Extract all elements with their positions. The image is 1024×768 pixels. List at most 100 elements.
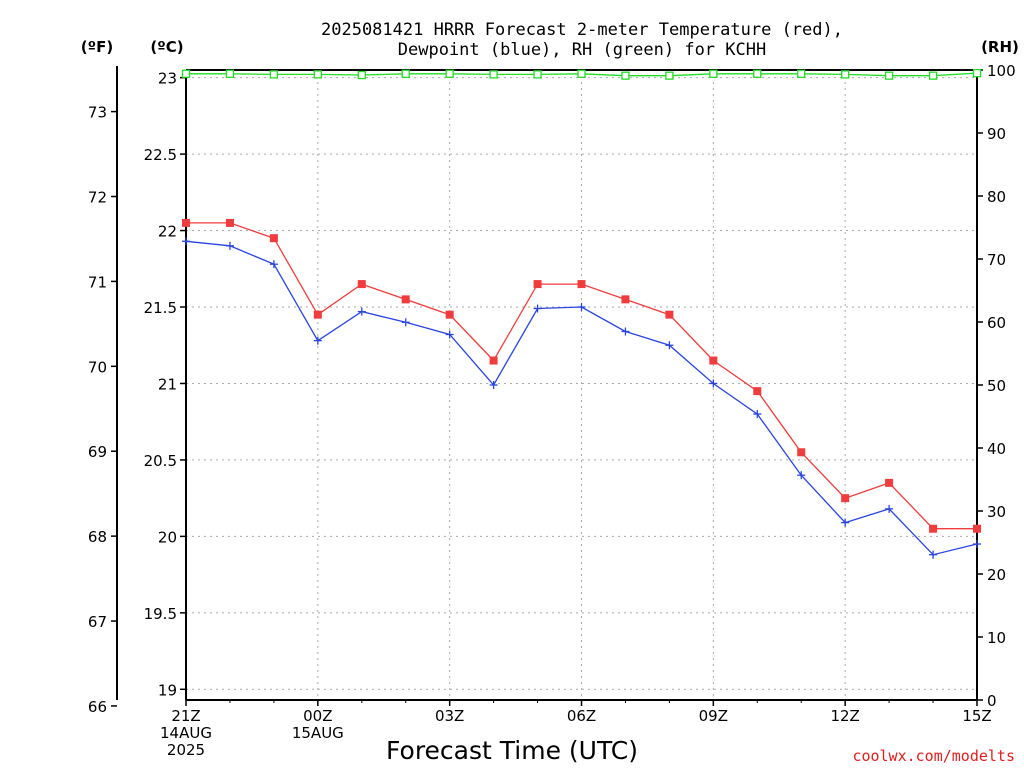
- chart-title-line2: Dewpoint (blue), RH (green) for KCHH: [398, 40, 766, 60]
- temperature-point: [621, 295, 630, 304]
- dewpoint-point: [709, 379, 718, 388]
- temperature-point: [533, 280, 542, 289]
- dewpoint-point: [489, 381, 498, 389]
- rh-tick-label: 60: [987, 314, 1006, 332]
- celsius-tick-label: 21: [158, 375, 177, 393]
- rh-point: [269, 70, 279, 79]
- fahrenheit-unit-label: (ºF): [81, 38, 113, 56]
- dewpoint-point: [182, 237, 190, 246]
- rh-point: [928, 71, 938, 80]
- dewpoint-point: [533, 304, 542, 313]
- dewpoint-point: [225, 241, 234, 250]
- rh-tick-label: 70: [987, 251, 1006, 269]
- dewpoint-point: [357, 307, 366, 316]
- rh-point: [797, 69, 806, 78]
- dewpoint-point: [797, 471, 806, 480]
- x-tick-label: 15Z: [962, 707, 991, 725]
- x-tick-label: 14AUG: [160, 724, 212, 742]
- rh-tick-label: 30: [987, 503, 1006, 521]
- rh-tick-label: 40: [987, 440, 1006, 458]
- fahrenheit-tick-label: 69: [88, 443, 107, 461]
- rh-point: [841, 70, 850, 79]
- dewpoint-point: [841, 518, 850, 527]
- temperature-point: [357, 280, 366, 289]
- celsius-tick-label: 20: [158, 528, 177, 546]
- dewpoint-point: [665, 341, 674, 350]
- temperature-point: [885, 478, 894, 487]
- dewpoint-point: [973, 540, 981, 549]
- temperature-point: [445, 310, 454, 319]
- rh-point: [533, 70, 542, 79]
- dewpoint-point: [929, 550, 938, 559]
- dewpoint-point: [401, 318, 410, 327]
- temperature-point: [401, 295, 410, 304]
- temperature-point: [182, 218, 190, 227]
- rh-point: [884, 71, 894, 80]
- x-tick-label: 2025: [167, 741, 205, 759]
- dewpoint-point: [313, 336, 322, 345]
- temperature-point: [269, 234, 278, 243]
- fahrenheit-tick-label: 71: [88, 273, 107, 291]
- rh-unit-label: (RH): [981, 38, 1019, 56]
- dewpoint-point: [753, 410, 762, 419]
- rh-point: [181, 69, 191, 78]
- credit-text: coolwx.com/modelts: [852, 747, 1015, 765]
- temperature-point: [577, 280, 586, 289]
- temperature-point: [753, 387, 762, 396]
- tick-label-layer: 19 19.5 20 20.5 21 21.5 22 22.5 23 66 67 68 69 70 71 72…: [88, 62, 1016, 759]
- rh-point: [401, 69, 410, 78]
- celsius-unit-label: (ºC): [150, 38, 183, 56]
- celsius-tick-label: 22.5: [144, 146, 177, 164]
- rh-point: [225, 69, 235, 78]
- rh-point: [753, 69, 762, 78]
- temperature-point: [665, 310, 674, 319]
- axes-layer: [111, 66, 983, 707]
- rh-tick-label: 100: [987, 62, 1016, 80]
- grid-layer: [186, 70, 977, 700]
- celsius-tick-label: 19: [158, 681, 177, 699]
- temperature-point: [313, 310, 322, 319]
- celsius-tick-label: 19.5: [144, 605, 177, 623]
- rh-tick-label: 50: [987, 377, 1006, 395]
- fahrenheit-tick-label: 68: [88, 528, 107, 546]
- rh-point: [621, 71, 630, 80]
- temperature-point: [709, 356, 718, 365]
- fahrenheit-tick-label: 66: [88, 698, 107, 716]
- fahrenheit-tick-label: 73: [88, 104, 107, 122]
- celsius-tick-label: 22: [158, 223, 177, 241]
- x-tick-label: 06Z: [567, 707, 596, 725]
- rh-tick-label: 0: [987, 692, 997, 710]
- x-tick-label: 21Z: [171, 707, 200, 725]
- temperature-point: [973, 524, 981, 533]
- rh-point: [357, 70, 366, 80]
- temperature-point: [797, 448, 806, 457]
- x-tick-label: 09Z: [699, 707, 728, 725]
- x-tick-label: 15AUG: [292, 724, 344, 742]
- dewpoint-point: [269, 260, 278, 269]
- temperature-point: [225, 218, 234, 227]
- dewpoint-point: [445, 330, 454, 339]
- dewpoint-point: [577, 303, 586, 312]
- x-tick-label: 03Z: [435, 707, 464, 725]
- rh-point: [445, 69, 454, 78]
- dewpoint-point: [621, 327, 630, 336]
- x-tick-label: 00Z: [303, 707, 332, 725]
- temperature-point: [489, 356, 498, 365]
- celsius-tick-label: 21.5: [144, 299, 177, 317]
- x-axis-title: Forecast Time (UTC): [386, 736, 638, 765]
- fahrenheit-tick-label: 72: [88, 189, 107, 207]
- rh-point: [577, 69, 586, 78]
- rh-tick-label: 90: [987, 125, 1006, 143]
- rh-point: [709, 69, 718, 78]
- dewpoint-point: [885, 504, 894, 513]
- temperature-point: [841, 494, 850, 503]
- rh-point: [313, 70, 322, 79]
- celsius-tick-label: 20.5: [144, 452, 177, 470]
- rh-point: [489, 70, 498, 79]
- fahrenheit-tick-label: 67: [88, 613, 107, 631]
- rh-point: [665, 71, 674, 80]
- temperature-point: [929, 524, 938, 533]
- celsius-tick-label: 23: [158, 70, 177, 88]
